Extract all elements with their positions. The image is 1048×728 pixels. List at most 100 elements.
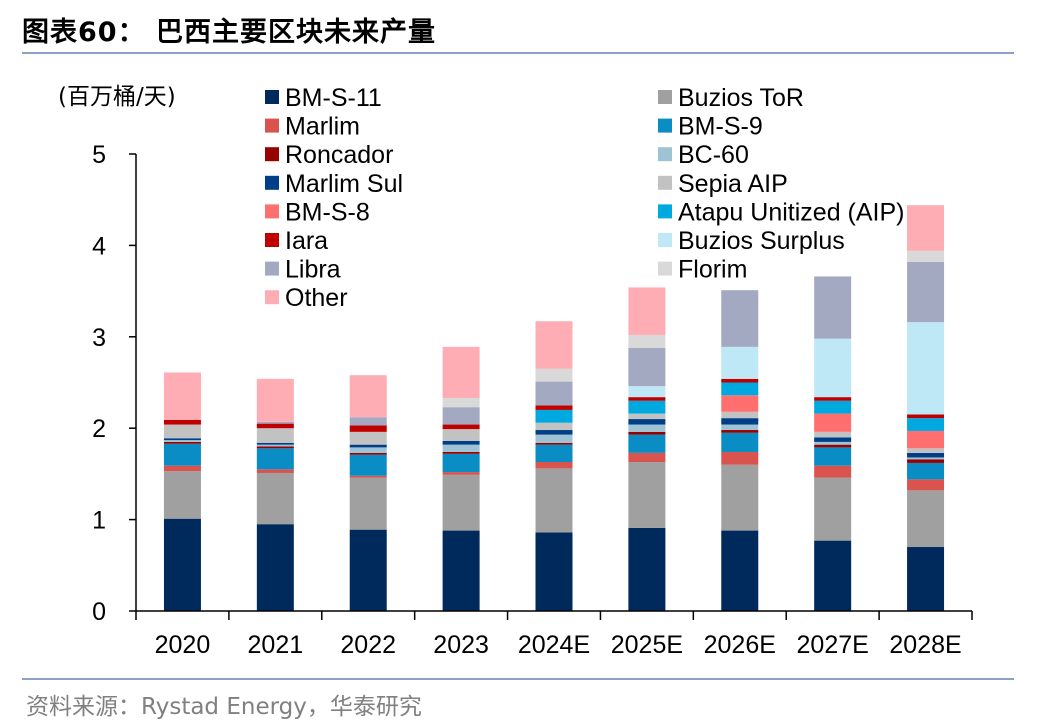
bar-stack bbox=[256, 378, 294, 611]
bar-segment bbox=[256, 421, 294, 424]
bar-segment bbox=[907, 414, 945, 419]
legend-item: Other bbox=[265, 284, 348, 312]
legend-item: Atapu Unitized (AIP) bbox=[658, 198, 905, 226]
bar-segment bbox=[721, 530, 759, 611]
bar-segment bbox=[721, 395, 759, 412]
bar-segment bbox=[349, 477, 387, 530]
bar-segment bbox=[814, 276, 852, 339]
legend-swatch bbox=[658, 147, 672, 162]
bar-stack bbox=[442, 346, 480, 611]
legend-swatch bbox=[265, 261, 279, 276]
bar-segment bbox=[256, 442, 294, 445]
bar-segment bbox=[907, 459, 945, 463]
legend-item: Buzios Surplus bbox=[658, 227, 845, 255]
bar-segment bbox=[628, 434, 666, 453]
legend-item: Iara bbox=[265, 227, 328, 255]
bar-segment bbox=[256, 423, 294, 429]
bar-segment bbox=[628, 419, 666, 425]
legend-swatch bbox=[658, 261, 672, 276]
bar-segment bbox=[163, 443, 201, 466]
legend-swatch bbox=[658, 90, 672, 104]
bar-segment bbox=[814, 413, 852, 432]
bar-stack bbox=[721, 290, 759, 611]
bar-segment bbox=[163, 440, 201, 442]
bar-segment bbox=[349, 425, 387, 432]
y-axis-unit-label: (百万桶/天) bbox=[58, 84, 176, 110]
bar-segment bbox=[349, 475, 387, 478]
bar-segment bbox=[163, 438, 201, 441]
x-tick-label: 2023 bbox=[433, 631, 489, 659]
bar-segment bbox=[256, 428, 294, 443]
ticks-layer: 0 1 2 3 4 5 2020 2021 2022 2023 2024E 2025E 2026E 202… bbox=[92, 141, 973, 659]
bar-segment bbox=[349, 431, 387, 445]
bar-segment bbox=[163, 372, 201, 420]
bar-segment bbox=[907, 457, 945, 460]
bar-segment bbox=[256, 472, 294, 525]
legend-swatch bbox=[265, 118, 279, 133]
bar-segment bbox=[442, 453, 480, 473]
bar-segment bbox=[628, 424, 666, 432]
bar-segment bbox=[535, 405, 573, 410]
bar-segment bbox=[628, 400, 666, 414]
bar-segment bbox=[442, 472, 480, 475]
bar-segment bbox=[907, 479, 945, 491]
legend-swatch bbox=[265, 233, 279, 247]
legend-label: Marlim bbox=[285, 113, 360, 141]
legend-item: Florim bbox=[658, 256, 747, 284]
bar-segment bbox=[349, 417, 387, 426]
bar-segment bbox=[721, 411, 759, 419]
x-tick-label: 2024E bbox=[518, 631, 590, 659]
legend-label: Florim bbox=[678, 256, 747, 284]
bar-segment bbox=[163, 441, 201, 444]
bar-segment bbox=[349, 444, 387, 448]
bar-segment bbox=[442, 440, 480, 445]
axes-layer bbox=[135, 154, 972, 612]
y-tick-label: 4 bbox=[92, 232, 106, 260]
bar-segment bbox=[535, 434, 573, 443]
bar-segment bbox=[349, 454, 387, 476]
bar-segment bbox=[721, 346, 759, 379]
bar-segment bbox=[535, 462, 573, 469]
bar-segment bbox=[349, 529, 387, 611]
bar-segment bbox=[721, 418, 759, 425]
bar-segment bbox=[907, 205, 945, 251]
bar-segment bbox=[163, 518, 201, 611]
bar-segment bbox=[163, 419, 201, 425]
bar-segment bbox=[256, 448, 294, 470]
bar-segment bbox=[721, 430, 759, 433]
legend-swatch bbox=[658, 233, 672, 247]
bar-segment bbox=[535, 368, 573, 382]
bar-segment bbox=[442, 346, 480, 399]
bar-stack bbox=[349, 375, 387, 611]
source-note: 资料来源：Rystad Energy，华泰研究 bbox=[26, 694, 422, 720]
bar-stack bbox=[814, 276, 852, 611]
bar-segment bbox=[442, 407, 480, 425]
legend-label: BM-S-8 bbox=[285, 198, 370, 226]
bar-segment bbox=[256, 524, 294, 611]
bar-segment bbox=[349, 375, 387, 418]
legend-label: Roncador bbox=[285, 141, 393, 169]
bar-segment bbox=[349, 452, 387, 455]
bar-segment bbox=[814, 444, 852, 448]
x-tick-label: 2021 bbox=[248, 631, 304, 659]
legend-swatch bbox=[265, 290, 279, 305]
bar-segment bbox=[907, 418, 945, 431]
bar-segment bbox=[721, 290, 759, 347]
bar-segment bbox=[814, 400, 852, 414]
y-tick-label: 1 bbox=[92, 507, 106, 535]
bar-segment bbox=[907, 430, 945, 449]
bar-segment bbox=[814, 465, 852, 478]
legend-label: Sepia AIP bbox=[678, 170, 788, 198]
legend-label: Buzios Surplus bbox=[678, 227, 845, 255]
bar-segment bbox=[442, 530, 480, 611]
bar-segment bbox=[535, 444, 573, 463]
bar-segment bbox=[535, 409, 573, 423]
bar-segment bbox=[163, 465, 201, 472]
bar-segment bbox=[163, 471, 201, 519]
legend-label: BC-60 bbox=[678, 141, 749, 169]
bar-segment bbox=[256, 378, 294, 422]
bar-segment bbox=[814, 540, 852, 611]
bar-segment bbox=[907, 547, 945, 611]
bar-segment bbox=[628, 413, 666, 420]
legend-label: Marlim Sul bbox=[285, 170, 403, 198]
